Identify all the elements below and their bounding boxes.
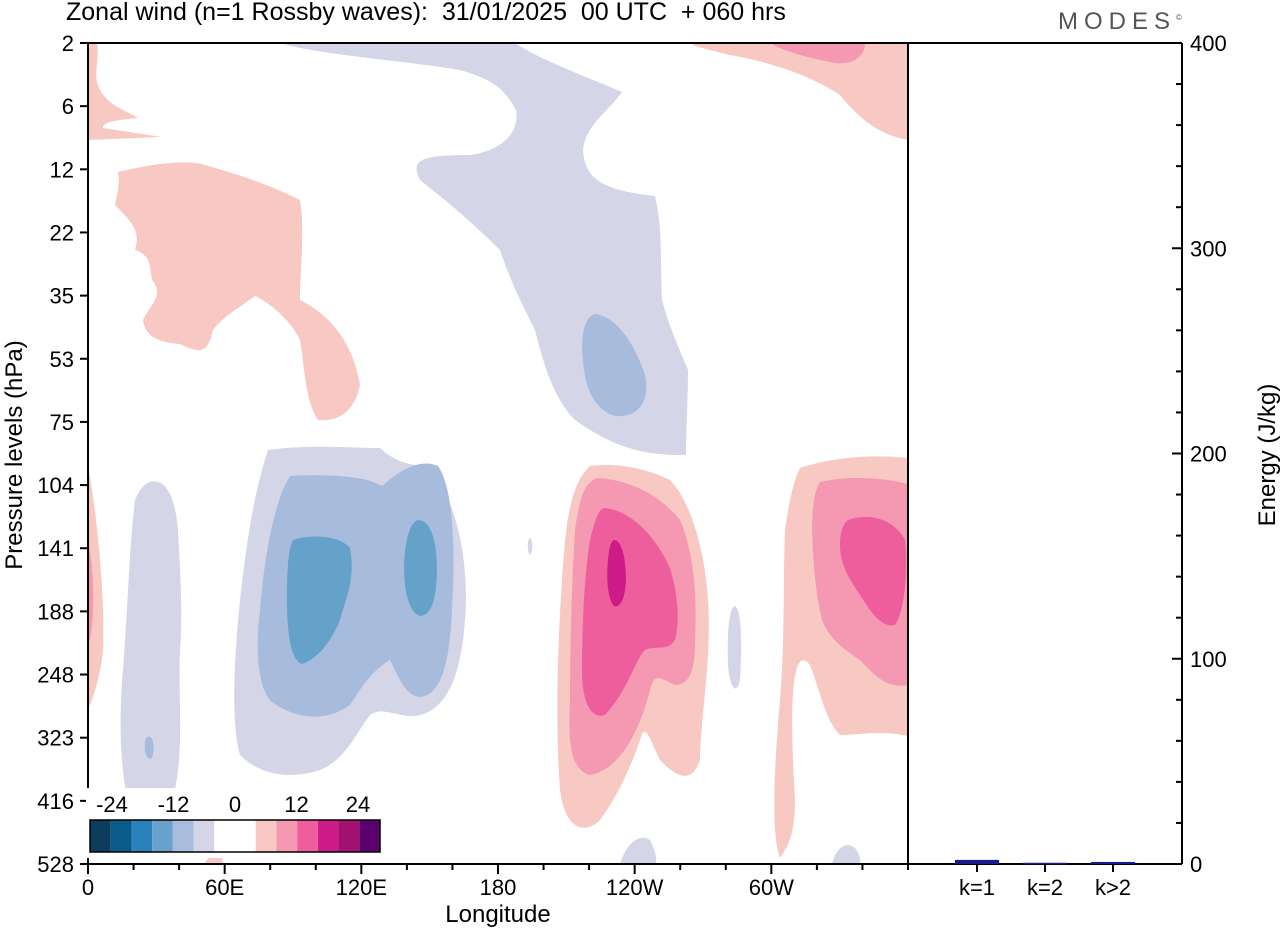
y-tick-label: 6 [62,94,74,119]
colorbar-swatch [255,820,277,852]
colorbar-swatch [338,820,360,852]
x-axis-title: Longitude [445,901,550,928]
y-tick-label: 141 [37,536,74,561]
contour-neg-lower-core1 [287,536,352,664]
contour-neg-blob-4 [832,845,861,864]
bar-category-label: k=1 [959,875,995,900]
colorbar-swatch [90,820,111,852]
colorbar-tick-label: 24 [346,792,370,817]
energy-axis-title: Energy (J/kg) [1254,384,1280,527]
colorbar-swatch [131,820,153,852]
contour-neg-col [120,481,182,814]
colorbar-swatch [297,820,318,852]
contour-neg-col-dot [144,736,154,759]
x-axis-ticks: 0 60E 120E 180 120W 60W [82,864,909,900]
bar-category-label: k=2 [1027,875,1063,900]
energy-bar [1091,861,1135,864]
energy-axis-ticks: 0 100 200 300 400 [1172,31,1227,877]
energy-tick-label: 400 [1190,31,1227,56]
colorbar: -24 -12 0 12 24 [86,788,384,858]
colorbar-swatch [214,820,235,852]
contour-pos-left-edge [88,466,104,710]
energy-tick-label: 0 [1190,852,1202,877]
x-tick-label: 60W [749,875,794,900]
contour-pos-topright-inner [770,43,865,64]
bar-category-label: k>2 [1095,875,1131,900]
energy-bar [1023,862,1067,865]
colorbar-tick-label: 0 [229,792,241,817]
energy-bar [955,859,999,864]
contour-neg-blob-2 [527,538,533,555]
energy-bars: k=1 k=2 k>2 [955,859,1135,900]
chart-title: Zonal wind (n=1 Rossby waves): 31/01/202… [66,0,786,26]
colorbar-tick-label: -24 [96,792,128,817]
y-tick-label: 22 [50,220,74,245]
contour-pos-upper [115,162,360,421]
y-tick-label: 35 [50,284,74,309]
y-tick-label: 12 [50,157,74,182]
colorbar-swatch [152,820,173,852]
y-tick-label: 104 [37,473,74,498]
modes-logo: MODES© [1058,8,1182,35]
energy-tick-label: 100 [1190,647,1227,672]
x-tick-label: 120W [606,875,664,900]
x-tick-label: 0 [82,875,94,900]
colorbar-swatch [193,820,215,852]
contour-neg-blob-1 [727,606,742,689]
contour-neg-upper-inner [582,314,647,417]
y-tick-label: 323 [37,726,74,751]
colorbar-frame [89,819,381,853]
contour-pos-left-edge-inner [88,540,94,640]
y-tick-label: 75 [50,410,74,435]
contour-fills [88,43,908,864]
energy-tick-label: 300 [1190,236,1227,261]
contour-neg-blob-3 [620,837,657,864]
contour-neg-lower-core2 [404,520,437,616]
colorbar-swatch [235,820,256,852]
colorbar-swatch [359,820,380,852]
contour-pos-B-inner [840,516,907,626]
y-tick-label: 416 [37,789,74,814]
y-tick-label: 2 [62,31,74,56]
y-tick-label: 53 [50,347,74,372]
x-tick-label: 180 [480,875,517,900]
contour-pos-topleft [88,43,162,140]
contour-pos-A-inner [582,508,678,716]
colorbar-swatch [172,820,194,852]
x-tick-label: 60E [205,875,244,900]
colorbar-tick-label: -12 [158,792,190,817]
y-tick-label: 528 [37,852,74,877]
y-axis-title: Pressure levels (hPa) [1,340,28,569]
colorbar-tick-label: 12 [284,792,308,817]
contour-pos-A-core [607,540,626,607]
y-tick-label: 248 [37,663,74,688]
y-axis-ticks: 2 6 12 22 35 53 75 104 141 188 248 323 416 528 [37,31,88,877]
x-tick-label: 120E [336,875,387,900]
contour-pos-topright [690,43,908,140]
colorbar-swatch [276,820,298,852]
y-tick-label: 188 [37,599,74,624]
energy-tick-label: 200 [1190,442,1227,467]
colorbar-swatch [317,820,339,852]
colorbar-swatch [110,820,132,852]
